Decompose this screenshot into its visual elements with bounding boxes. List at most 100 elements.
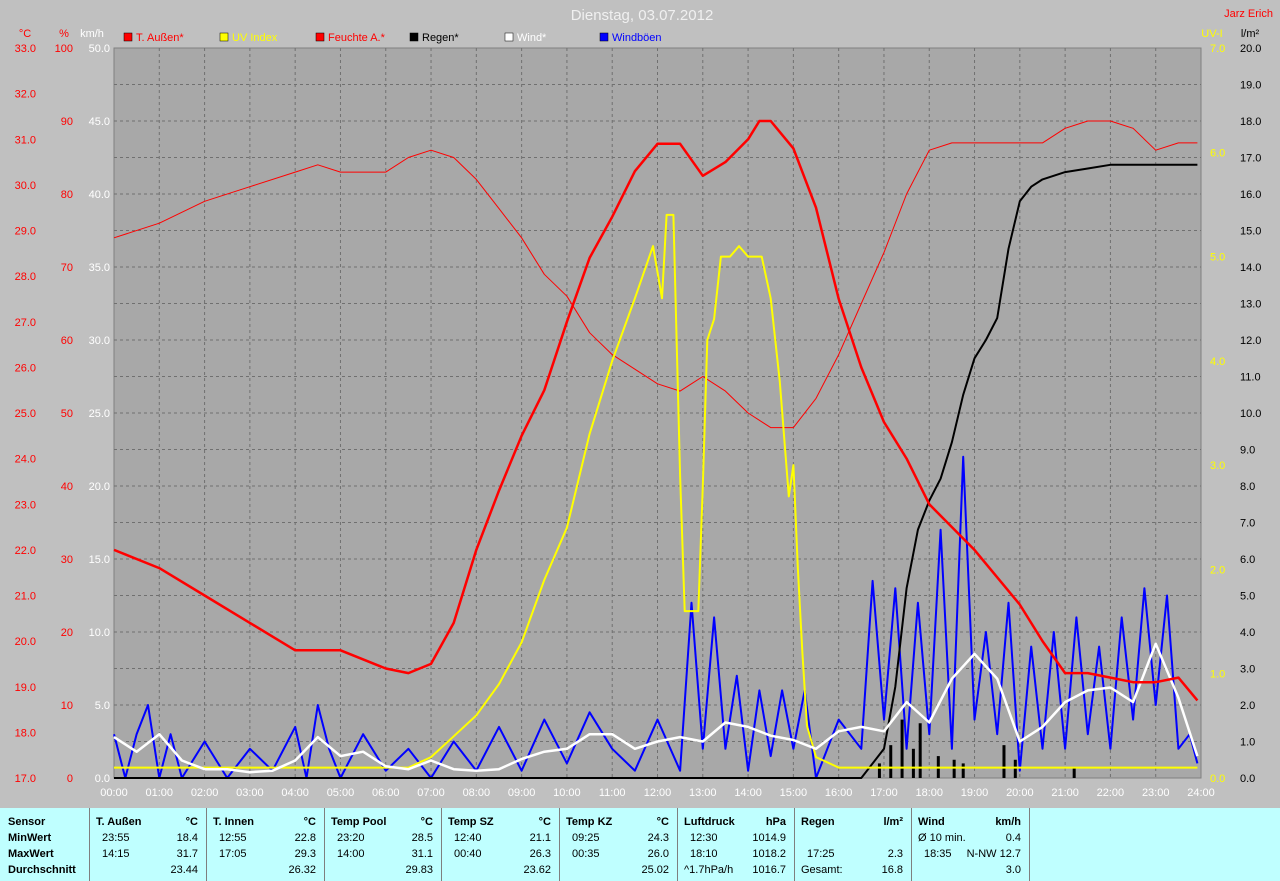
stats-cell-value: 23.62 (523, 864, 551, 876)
rain-tick-label: 2.0 (1240, 700, 1255, 712)
stats-column-header: Temp SZ (448, 816, 494, 828)
uv-tick-label: 0.0 (1210, 773, 1225, 785)
rain-tick-label: 3.0 (1240, 664, 1255, 676)
series-lines (113, 119, 1199, 779)
humidity-tick-label: 100 (55, 43, 73, 55)
stats-cell-time: 18:35 (924, 848, 952, 860)
stats-cell-value: 2.3 (887, 848, 903, 860)
rain-tick-label: 18.0 (1240, 116, 1261, 128)
time-tick-label: 09:00 (508, 787, 536, 799)
stats-column-unit: °C (420, 816, 433, 828)
time-tick-label: 18:00 (915, 787, 943, 799)
temp-tick-label: 17.0 (15, 773, 36, 785)
uv-tick-label: 7.0 (1210, 43, 1225, 55)
rain-tick-label: 12.0 (1240, 335, 1261, 347)
wind-tick-label: 50.0 (89, 43, 110, 55)
stats-column-unit: °C (303, 816, 316, 828)
stats-column-unit: °C (185, 816, 198, 828)
chart-title: Dienstag, 03.07.2012 (571, 7, 714, 24)
temp-tick-label: 23.0 (15, 499, 36, 511)
stats-cell-time: 12:55 (219, 832, 247, 844)
wind-tick-label: 5.0 (95, 700, 110, 712)
humidity-tick-label: 10 (61, 700, 73, 712)
wind-tick-label: 10.0 (89, 627, 110, 639)
stats-cell-value: 26.32 (288, 864, 316, 876)
series-line-regen (114, 163, 1198, 779)
rain-tick-label: 16.0 (1240, 189, 1261, 201)
time-tick-label: 21:00 (1051, 787, 1079, 799)
time-tick-label: 05:00 (327, 787, 355, 799)
stats-cell-value: 18.4 (176, 832, 198, 844)
temp-tick-label: 31.0 (15, 134, 36, 146)
stats-column: Regen l/m² 17:25 2.3 Gesamt: 16.8 (795, 808, 912, 881)
stats-cell-time: 14:00 (337, 848, 365, 860)
series-line-wind (113, 642, 1199, 774)
stats-cell-value: 26.0 (647, 848, 669, 860)
rain-tick-label: 19.0 (1240, 80, 1261, 92)
series-line-feuchte-a (113, 120, 1198, 429)
stats-column-header: Wind (918, 816, 945, 828)
humidity-tick-label: 70 (61, 262, 73, 274)
wind-unit-label: km/h (80, 28, 104, 40)
stats-cell-value: 23.44 (170, 864, 198, 876)
humidity-tick-label: 20 (61, 627, 73, 639)
stats-cell-value: 28.5 (411, 832, 433, 844)
temp-tick-label: 28.0 (15, 271, 36, 283)
stats-cell-time: 09:25 (572, 832, 600, 844)
temp-tick-label: 24.0 (15, 454, 36, 466)
stats-cell-time: 23:20 (337, 832, 365, 844)
temp-tick-label: 29.0 (15, 226, 36, 238)
rain-bar (889, 745, 893, 778)
stats-cell-value: 31.7 (176, 848, 198, 860)
rain-tick-label: 8.0 (1240, 481, 1255, 493)
legend-label: T. Außen* (136, 32, 184, 44)
stats-cell-value: 16.8 (881, 864, 903, 876)
rain-tick-label: 14.0 (1240, 262, 1261, 274)
stats-column: T. Außen °C 23:55 18.4 14:15 31.7 23.44 (90, 808, 207, 881)
uv-tick-label: 4.0 (1210, 356, 1225, 368)
stats-column-unit: °C (656, 816, 669, 828)
humidity-tick-label: 90 (61, 116, 73, 128)
wind-tick-label: 20.0 (89, 481, 110, 493)
series-line-windb-en (113, 455, 1199, 779)
uv-tick-label: 5.0 (1210, 252, 1225, 264)
author-label: Jarz Erich (1224, 8, 1273, 20)
humidity-tick-label: 0 (67, 773, 73, 785)
temp-tick-label: 33.0 (15, 43, 36, 55)
stats-cell-value: 22.8 (294, 832, 316, 844)
wind-tick-label: 15.0 (89, 554, 110, 566)
temp-tick-label: 21.0 (15, 591, 36, 603)
stats-column-unit: km/h (995, 816, 1021, 828)
stats-cell-time: 14:15 (102, 848, 130, 860)
time-tick-label: 24:00 (1187, 787, 1215, 799)
rain-tick-label: 10.0 (1240, 408, 1261, 420)
rain-bar (961, 763, 965, 778)
time-tick-label: 00:00 (100, 787, 128, 799)
legend-swatch (315, 32, 325, 42)
temp-tick-label: 20.0 (15, 636, 36, 648)
temp-tick-label: 32.0 (15, 89, 36, 101)
stats-cell-time: 12:30 (690, 832, 718, 844)
uv-unit-label: UV-I (1201, 28, 1222, 40)
time-tick-label: 04:00 (281, 787, 309, 799)
stats-cell-time: 17:25 (807, 848, 835, 860)
time-tick-label: 13:00 (689, 787, 717, 799)
stats-cell-value: 24.3 (647, 832, 669, 844)
time-tick-label: 19:00 (961, 787, 989, 799)
legend: T. Außen* UV Index Feuchte A.* Regen* Wind* W… (123, 32, 662, 44)
time-tick-label: 14:00 (734, 787, 762, 799)
stats-cell-time: 18:10 (690, 848, 718, 860)
series-line-uv-index (114, 213, 1198, 769)
stats-cell-time: Gesamt: (801, 864, 843, 876)
stats-cell-time: Ø 10 min. (918, 832, 966, 844)
stats-cell-time: 17:05 (219, 848, 247, 860)
uv-tick-label: 3.0 (1210, 460, 1225, 472)
temp-tick-label: 30.0 (15, 180, 36, 192)
wind-tick-label: 25.0 (89, 408, 110, 420)
rain-bar (1013, 759, 1017, 778)
stats-cell-value: 26.3 (529, 848, 551, 860)
time-tick-label: 20:00 (1006, 787, 1034, 799)
sensor-header: Sensor (8, 816, 46, 828)
row-label-avg: Durchschnitt (8, 864, 76, 876)
legend-swatch (219, 32, 229, 42)
